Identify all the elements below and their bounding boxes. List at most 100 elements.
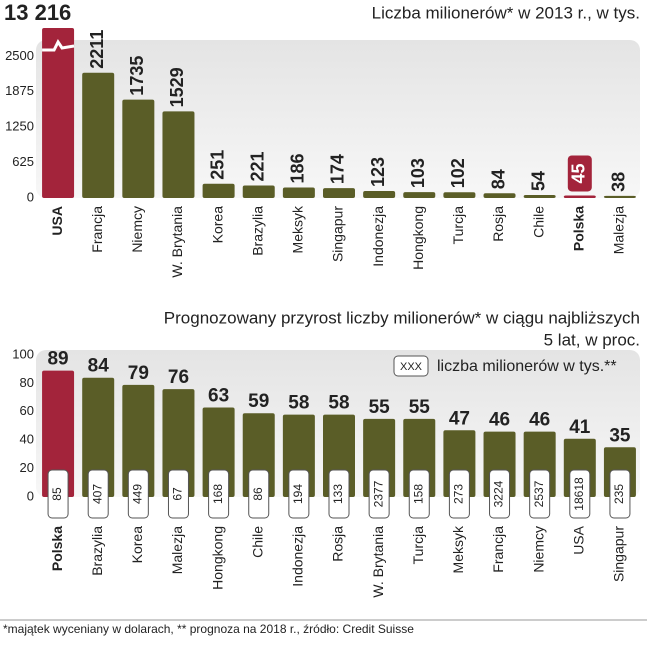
count-box [529, 469, 551, 519]
x-tick-label: Brazylia [249, 206, 265, 256]
count-box [569, 469, 591, 519]
x-tick-label: Rosja [490, 206, 506, 242]
value-label: 103 [408, 158, 428, 188]
count-label: 86 [251, 487, 265, 501]
value-label: 41 [569, 417, 591, 438]
value-label: 123 [368, 157, 388, 187]
count-box [127, 469, 149, 519]
count-box [288, 469, 310, 519]
x-tick-label: Polska [571, 206, 587, 251]
bar [242, 185, 275, 198]
x-tick-label: Singapur [330, 206, 346, 262]
y-tick-label: 0 [27, 189, 34, 204]
bar [323, 188, 355, 198]
value-label: 84 [88, 356, 110, 377]
count-box [87, 469, 109, 519]
value-label: 102 [448, 158, 468, 188]
x-tick-label: Meksyk [290, 205, 306, 253]
x-tick-label: USA [571, 525, 587, 554]
x-tick-label: USA [49, 206, 65, 236]
footnote: *majątek wyceniany w dolarach, ** progno… [3, 622, 414, 636]
value-label: 89 [47, 349, 68, 370]
count-box [248, 469, 270, 519]
y-tick-label: 1250 [5, 119, 34, 134]
count-label: 133 [331, 484, 345, 504]
x-tick-label: W. Brytania [169, 206, 185, 278]
value-label: 79 [128, 363, 149, 384]
x-tick-label: Niemcy [129, 206, 145, 253]
count-label: 18618 [572, 477, 586, 511]
y-tick-label: 80 [20, 375, 34, 390]
value-label: 47 [449, 408, 470, 429]
x-tick-label: Francja [490, 526, 506, 573]
y-tick-label: 100 [12, 346, 34, 361]
x-tick-label: Meksyk [450, 525, 466, 573]
count-label: 407 [90, 484, 104, 504]
count-box [368, 469, 390, 519]
bar [42, 28, 75, 198]
count-box [208, 469, 230, 519]
bar [523, 194, 556, 198]
x-tick-label: Singapur [611, 526, 627, 582]
value-label: 58 [328, 393, 349, 414]
value-label: 58 [288, 393, 309, 414]
count-label: 449 [131, 484, 145, 504]
value-label: 251 [207, 150, 227, 180]
count-box [609, 469, 631, 519]
bar [122, 99, 155, 198]
value-label: 59 [248, 391, 269, 412]
x-tick-label: Rosja [330, 526, 346, 562]
count-box [167, 469, 189, 519]
bar [603, 195, 636, 198]
y-tick-label: 20 [20, 460, 34, 475]
value-label: 174 [328, 154, 348, 184]
bar [443, 192, 476, 198]
y-tick-label: 40 [20, 432, 34, 447]
legend-symbol-text: XXX [400, 361, 423, 373]
value-label: 63 [208, 386, 229, 407]
bar [282, 187, 315, 198]
x-tick-label: Niemcy [530, 526, 546, 573]
legend-label: liczba milionerów w tys.** [437, 358, 617, 375]
x-tick-label: Polska [49, 526, 65, 571]
x-tick-label: Malezja [169, 526, 185, 574]
count-box [328, 469, 350, 519]
bar [363, 191, 396, 198]
value-label: 55 [409, 397, 431, 418]
bar [42, 370, 75, 497]
chart-title: 5 lat, w proc. [544, 330, 640, 349]
y-tick-label: 60 [20, 403, 34, 418]
value-label: 46 [529, 410, 550, 431]
y-tick-label: 1875 [5, 83, 34, 98]
bar [82, 377, 115, 497]
x-tick-label: Chile [530, 206, 546, 238]
count-box [489, 469, 511, 519]
x-tick-label: Korea [129, 526, 145, 564]
value-label: 84 [488, 169, 508, 189]
value-label: 13 216 [4, 0, 71, 25]
chart-title: Liczba milionerów* w 2013 r., w tys. [372, 3, 640, 22]
count-label: 168 [211, 484, 225, 504]
count-label: 85 [50, 487, 64, 501]
x-tick-label: Chile [249, 526, 265, 558]
count-label: 67 [171, 487, 185, 501]
count-label: 3224 [492, 480, 506, 507]
bar [563, 195, 596, 198]
x-tick-label: Indonezja [370, 206, 386, 267]
x-tick-label: Hongkong [209, 526, 225, 590]
chart-title: Prognozowany przyrost liczby milionerów*… [164, 308, 640, 327]
value-label: 1735 [127, 56, 147, 96]
value-label: 1529 [167, 67, 187, 107]
count-label: 194 [291, 484, 305, 504]
bar [403, 192, 436, 198]
legend-symbol [393, 355, 429, 377]
axis-break [42, 39, 75, 52]
count-box [408, 469, 430, 519]
value-label: 221 [247, 151, 267, 181]
x-tick-label: W. Brytania [370, 526, 386, 598]
count-label: 235 [612, 484, 626, 504]
count-box [448, 469, 470, 519]
count-label: 158 [411, 484, 425, 504]
count-label: 273 [452, 484, 466, 504]
value-label-box [567, 155, 592, 192]
